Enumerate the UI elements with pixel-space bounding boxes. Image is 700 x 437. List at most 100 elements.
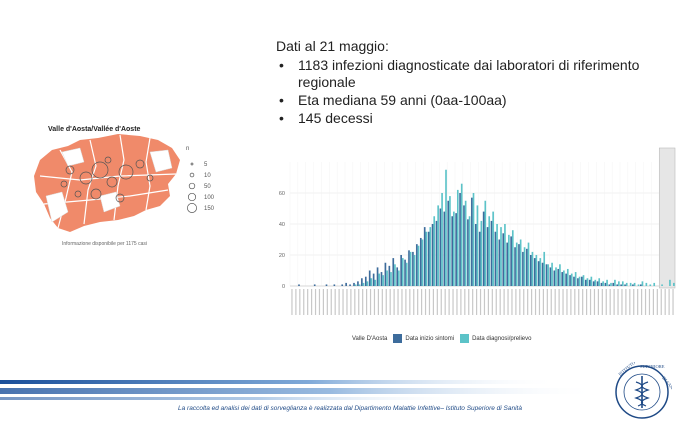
map-case-dot — [104, 156, 112, 164]
bar-diagnosis — [496, 224, 498, 286]
map-legend-label: 5 — [204, 162, 208, 168]
map-legend-label: 100 — [204, 195, 215, 201]
x-tick-mark — [487, 289, 489, 315]
bar-onset — [353, 282, 355, 286]
x-tick-mark — [409, 289, 411, 315]
bar-diagnosis — [354, 284, 357, 286]
bar-onset — [588, 279, 591, 286]
legend-swatch — [393, 334, 403, 343]
x-tick-mark — [629, 289, 631, 315]
bar-diagnosis — [649, 284, 652, 286]
bar-diagnosis — [582, 275, 585, 286]
x-tick-mark — [531, 289, 533, 315]
bar-diagnosis — [484, 200, 487, 286]
x-tick-mark — [346, 289, 348, 315]
x-tick-mark — [586, 289, 588, 315]
bar-onset — [298, 284, 300, 286]
x-tick-mark — [499, 289, 501, 315]
x-tick-mark — [440, 289, 442, 315]
x-tick-mark — [448, 289, 450, 315]
bar-onset — [510, 236, 512, 286]
x-tick-mark — [385, 289, 387, 315]
map-legend-label: 50 — [204, 184, 211, 190]
bar-diagnosis — [394, 264, 396, 286]
x-tick-mark — [366, 289, 368, 315]
bar-diagnosis — [621, 281, 624, 286]
bar-diagnosis — [433, 216, 436, 286]
x-tick-mark — [503, 289, 505, 315]
x-tick-mark — [342, 289, 344, 315]
x-tick-mark — [338, 289, 340, 315]
x-tick-mark — [295, 289, 297, 315]
bar-onset — [404, 259, 406, 286]
iss-logo-icon: ISTITUTO SUPERIORE DI SANITÀ — [615, 362, 672, 419]
legend-item-diagnosis: Data diagnosi/prelievo — [460, 334, 531, 343]
bar-onset — [364, 276, 367, 286]
bar-onset — [396, 267, 399, 286]
map-legend-label: 150 — [204, 206, 215, 212]
bar-onset — [490, 220, 493, 286]
bar-onset — [526, 248, 528, 286]
bar-onset — [482, 211, 485, 286]
bar-onset — [486, 227, 489, 286]
x-tick-mark — [334, 289, 336, 315]
x-tick-mark — [625, 289, 627, 315]
y-tick-label: 40 — [279, 222, 285, 228]
x-tick-mark — [476, 289, 478, 315]
bar-onset — [581, 276, 583, 286]
x-tick-mark — [432, 289, 434, 315]
x-tick-mark — [299, 289, 301, 315]
map-title: Valle d'Aosta/Vallée d'Aoste — [48, 126, 141, 133]
x-tick-mark — [491, 289, 493, 315]
bar-onset — [372, 273, 375, 286]
x-tick-mark — [593, 289, 596, 315]
bar-diagnosis — [425, 231, 428, 286]
x-tick-mark — [472, 289, 474, 315]
bar-diagnosis — [413, 255, 416, 286]
bar-onset — [419, 237, 422, 286]
footer-text: La raccolta ed analisi dei dati di sorve… — [178, 405, 522, 412]
bar-onset — [478, 231, 481, 286]
bar-diagnosis — [614, 279, 616, 286]
bar-onset — [423, 227, 426, 286]
map-caption: Informazione disponibile per 1175 casi — [62, 241, 147, 247]
bar-diagnosis — [409, 251, 412, 286]
x-tick-mark — [436, 289, 438, 315]
bar-diagnosis — [570, 273, 573, 286]
bar-onset — [545, 264, 548, 286]
bar-onset — [600, 282, 603, 286]
bar-diagnosis — [508, 234, 510, 286]
x-tick-mark — [613, 289, 615, 315]
map-case-dot — [118, 164, 134, 180]
x-tick-mark — [389, 289, 391, 315]
bar-onset — [608, 284, 611, 286]
bar-diagnosis — [374, 279, 377, 286]
bar-diagnosis — [500, 227, 502, 286]
map-case-dot — [91, 161, 109, 179]
bar-diagnosis — [641, 281, 644, 286]
x-tick-mark — [495, 289, 497, 315]
bar-onset — [537, 261, 540, 286]
x-tick-mark — [393, 289, 395, 315]
bar-onset — [341, 284, 344, 286]
x-tick-mark — [523, 289, 525, 315]
x-tick-mark — [605, 289, 607, 315]
bar-onset — [518, 244, 520, 286]
map-case-dot — [65, 165, 75, 175]
bar-diagnosis — [633, 282, 636, 286]
bar-onset — [439, 208, 442, 286]
x-tick-mark — [507, 289, 509, 315]
x-tick-mark — [637, 289, 639, 315]
bar-onset — [604, 282, 607, 286]
bar-onset — [596, 281, 599, 286]
bar-onset — [533, 258, 536, 286]
x-tick-mark — [428, 289, 431, 315]
bar-diagnosis — [472, 193, 475, 286]
bar-diagnosis — [547, 264, 549, 286]
bar-onset — [467, 219, 469, 286]
bar-onset — [376, 267, 379, 286]
bar-diagnosis — [515, 242, 518, 286]
x-tick-mark — [664, 289, 666, 315]
bar-diagnosis — [629, 282, 632, 286]
